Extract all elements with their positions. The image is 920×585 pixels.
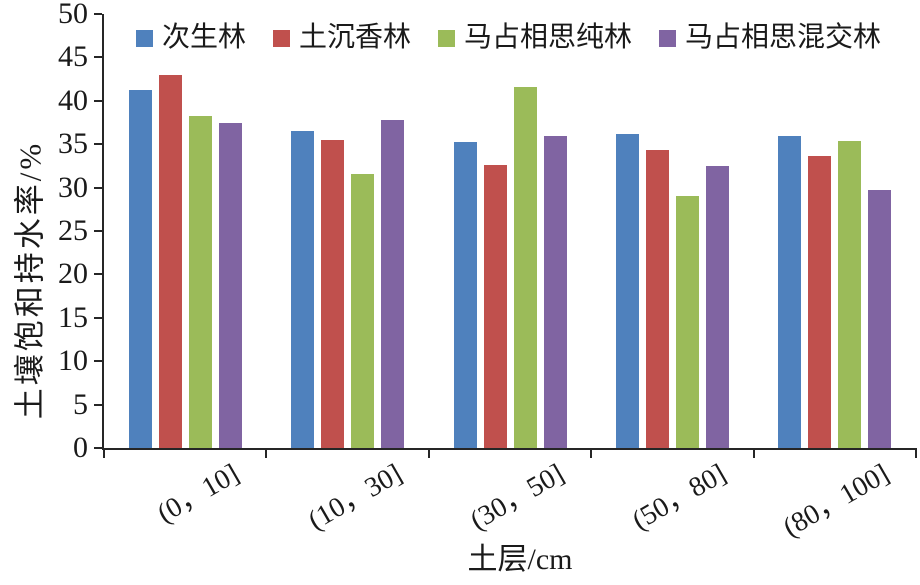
y-axis-title: 土壤饱和持水率/% xyxy=(12,140,48,420)
x-axis-tick xyxy=(265,448,268,458)
x-category-label: (80，100] xyxy=(777,458,895,544)
bar xyxy=(808,156,832,448)
legend-swatch xyxy=(438,29,456,47)
bar xyxy=(868,190,892,448)
y-tick-label: 45 xyxy=(58,40,88,74)
x-category-label: (50，80] xyxy=(627,458,732,537)
y-axis-tick xyxy=(94,99,102,102)
x-axis-tick xyxy=(427,448,430,458)
x-category-label: (10，30] xyxy=(302,458,408,537)
bar xyxy=(158,74,182,448)
bar xyxy=(291,131,315,448)
legend-swatch xyxy=(136,29,153,47)
legend-label: 土沉香林 xyxy=(299,22,412,53)
x-axis-tick xyxy=(103,448,105,458)
y-axis-tick xyxy=(94,186,102,189)
legend: 次生林 土沉香林 马占相思纯林 马占相思混交林 xyxy=(136,24,881,52)
legend-label: 次生林 xyxy=(162,22,247,53)
y-axis-tick xyxy=(94,230,102,232)
bar xyxy=(838,140,862,448)
y-axis-tick xyxy=(94,360,102,363)
bar xyxy=(675,196,699,448)
x-axis-tick xyxy=(590,448,593,458)
bar xyxy=(543,135,567,448)
bar xyxy=(188,115,212,448)
y-axis-tick xyxy=(94,143,102,146)
bar xyxy=(778,135,802,448)
legend-item: 土沉香林 xyxy=(273,24,411,52)
bar xyxy=(453,142,477,448)
plot-area xyxy=(94,13,917,458)
bar xyxy=(321,139,345,448)
x-axis-tick xyxy=(915,448,917,458)
x-axis-tick xyxy=(752,448,755,458)
y-tick-label: 50 xyxy=(58,0,88,30)
legend-label: 马占相思纯林 xyxy=(464,22,633,53)
legend-item: 马占相思混交林 xyxy=(659,24,881,52)
legend-swatch xyxy=(659,29,677,47)
bar xyxy=(381,119,405,448)
y-axis-tick xyxy=(94,273,102,276)
bar xyxy=(645,150,669,448)
bar xyxy=(705,165,729,448)
legend-label: 马占相思混交林 xyxy=(685,22,882,53)
y-axis-tick xyxy=(94,316,102,319)
legend-item: 次生林 xyxy=(136,24,246,52)
y-axis-tick xyxy=(94,403,102,406)
bar xyxy=(218,122,242,448)
x-category-label: (30，50] xyxy=(465,458,570,537)
y-axis-tick xyxy=(94,13,102,15)
bar xyxy=(128,90,152,448)
bar xyxy=(351,173,375,448)
bar xyxy=(513,86,537,448)
y-tick-label: 0 xyxy=(73,431,88,464)
y-axis-tick xyxy=(94,447,102,449)
y-axis-tick xyxy=(94,56,102,59)
bar xyxy=(483,165,507,448)
bar xyxy=(615,133,639,448)
x-axis-title: 土层/cm xyxy=(467,543,573,576)
x-category-label: (0，10] xyxy=(152,458,245,530)
legend-swatch xyxy=(273,29,291,47)
legend-item: 马占相思纯林 xyxy=(438,24,632,52)
y-tick-label: 40 xyxy=(58,83,88,117)
